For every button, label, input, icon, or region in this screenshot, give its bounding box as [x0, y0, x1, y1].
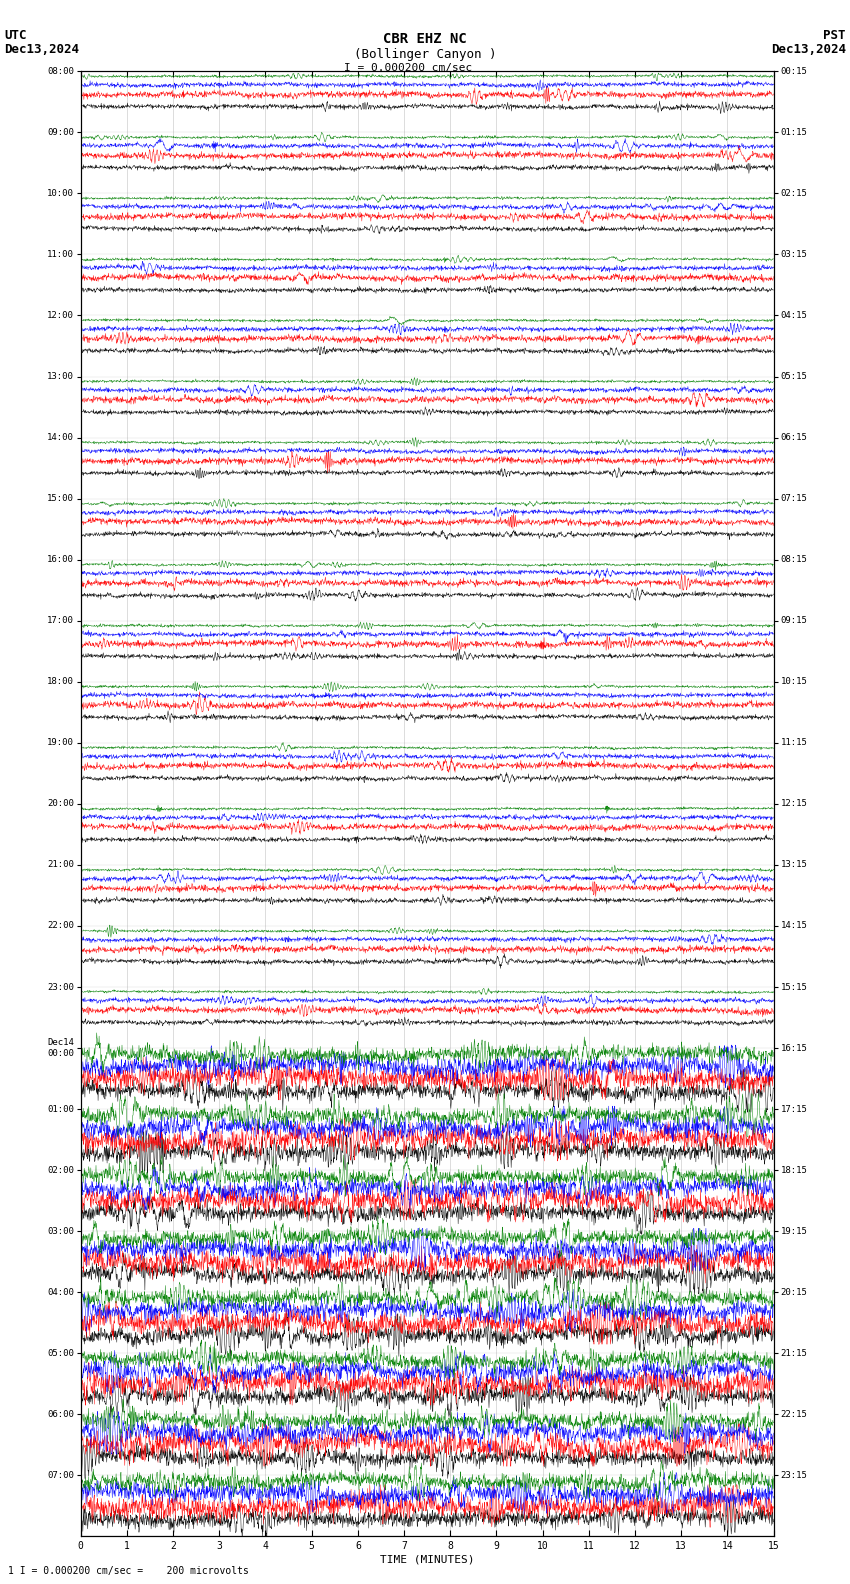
Text: I = 0.000200 cm/sec: I = 0.000200 cm/sec [344, 63, 472, 73]
X-axis label: TIME (MINUTES): TIME (MINUTES) [380, 1554, 474, 1563]
Text: 1 I = 0.000200 cm/sec =    200 microvolts: 1 I = 0.000200 cm/sec = 200 microvolts [8, 1567, 249, 1576]
Text: Dec13,2024: Dec13,2024 [771, 43, 846, 55]
Text: CBR EHZ NC: CBR EHZ NC [383, 32, 467, 46]
Text: Dec13,2024: Dec13,2024 [4, 43, 79, 55]
Text: UTC: UTC [4, 29, 26, 41]
Text: (Bollinger Canyon ): (Bollinger Canyon ) [354, 48, 496, 60]
Text: PST: PST [824, 29, 846, 41]
